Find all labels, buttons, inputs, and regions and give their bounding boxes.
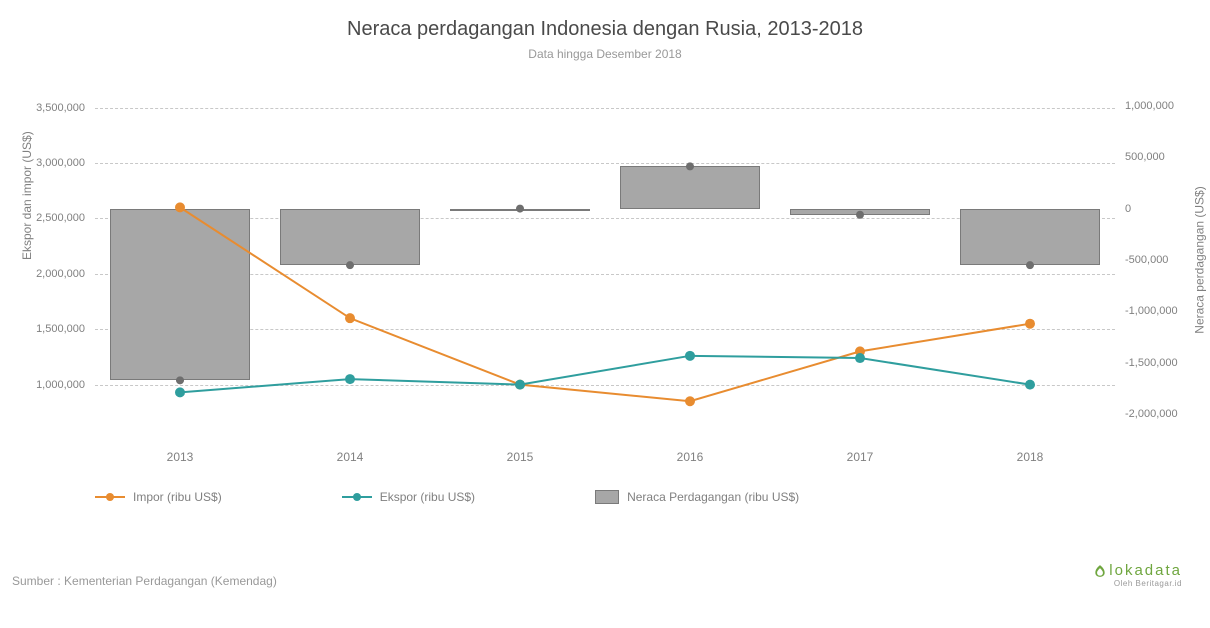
y-left-tick-label: 1,000,000 [36, 379, 85, 391]
y-right-tick-label: -500,000 [1125, 254, 1168, 266]
series-marker [1025, 380, 1035, 390]
legend-item: Neraca Perdagangan (ribu US$) [595, 490, 799, 504]
legend-line-icon [342, 496, 372, 498]
legend-dot-icon [106, 493, 114, 501]
series-marker [175, 202, 185, 212]
y-right-tick-label: -2,000,000 [1125, 408, 1178, 420]
y-left-tick-label: 2,500,000 [36, 212, 85, 224]
bar-marker [1026, 261, 1034, 269]
y-left-tick-label: 3,000,000 [36, 157, 85, 169]
y-left-tick-label: 2,000,000 [36, 268, 85, 280]
series-marker [685, 351, 695, 361]
y-right-tick-label: 1,000,000 [1125, 100, 1174, 112]
y-right-tick-label: 500,000 [1125, 151, 1165, 163]
legend-line-icon [95, 496, 125, 498]
legend-dot-icon [353, 493, 361, 501]
legend-label: Neraca Perdagangan (ribu US$) [627, 490, 799, 504]
series-marker [855, 353, 865, 363]
chart-subtitle: Data hingga Desember 2018 [0, 41, 1210, 61]
series-marker [175, 387, 185, 397]
brand-text: lokadata [1109, 562, 1182, 579]
legend-label: Impor (ribu US$) [133, 490, 222, 504]
series-marker [345, 313, 355, 323]
x-tick-label: 2014 [337, 450, 364, 464]
series-marker [345, 374, 355, 384]
x-tick-label: 2017 [847, 450, 874, 464]
chart-container: Neraca perdagangan Indonesia dengan Rusi… [0, 0, 1210, 628]
line-layer [95, 80, 1115, 440]
y-right-tick-label: -1,500,000 [1125, 357, 1178, 369]
x-tick-label: 2015 [507, 450, 534, 464]
bar-marker [346, 261, 354, 269]
y-right-tick-label: -1,000,000 [1125, 305, 1178, 317]
legend-label: Ekspor (ribu US$) [380, 490, 475, 504]
plot-area: 1,000,0001,500,0002,000,0002,500,0003,00… [95, 80, 1115, 480]
legend-box-icon [595, 490, 619, 504]
y-right-tick-label: 0 [1125, 203, 1131, 215]
leaf-icon [1093, 564, 1107, 578]
series-marker [1025, 319, 1035, 329]
y-left-tick-label: 3,500,000 [36, 102, 85, 114]
y-left-tick-label: 1,500,000 [36, 323, 85, 335]
series-marker [685, 396, 695, 406]
chart-title: Neraca perdagangan Indonesia dengan Rusi… [0, 0, 1210, 41]
legend-item: Impor (ribu US$) [95, 490, 222, 504]
legend: Impor (ribu US$) Ekspor (ribu US$) Neraca … [95, 490, 1115, 504]
series-line [180, 356, 1030, 393]
x-tick-label: 2016 [677, 450, 704, 464]
y-axis-right-title: Neraca perdagangan (US$) [1192, 186, 1206, 333]
source-text: Sumber : Kementerian Perdagangan (Kemend… [12, 574, 277, 588]
bar-marker [686, 162, 694, 170]
legend-item: Ekspor (ribu US$) [342, 490, 475, 504]
x-tick-label: 2018 [1017, 450, 1044, 464]
brand-subtext: Oleh Beritagar.id [1093, 579, 1182, 588]
series-marker [515, 380, 525, 390]
bar-marker [516, 205, 524, 213]
y-axis-left-title: Ekspor dan impor (US$) [20, 131, 34, 260]
bar-marker [856, 211, 864, 219]
bar-marker [176, 376, 184, 384]
series-line [180, 207, 1030, 401]
brand-logo: lokadata Oleh Beritagar.id [1093, 562, 1182, 588]
x-tick-label: 2013 [167, 450, 194, 464]
